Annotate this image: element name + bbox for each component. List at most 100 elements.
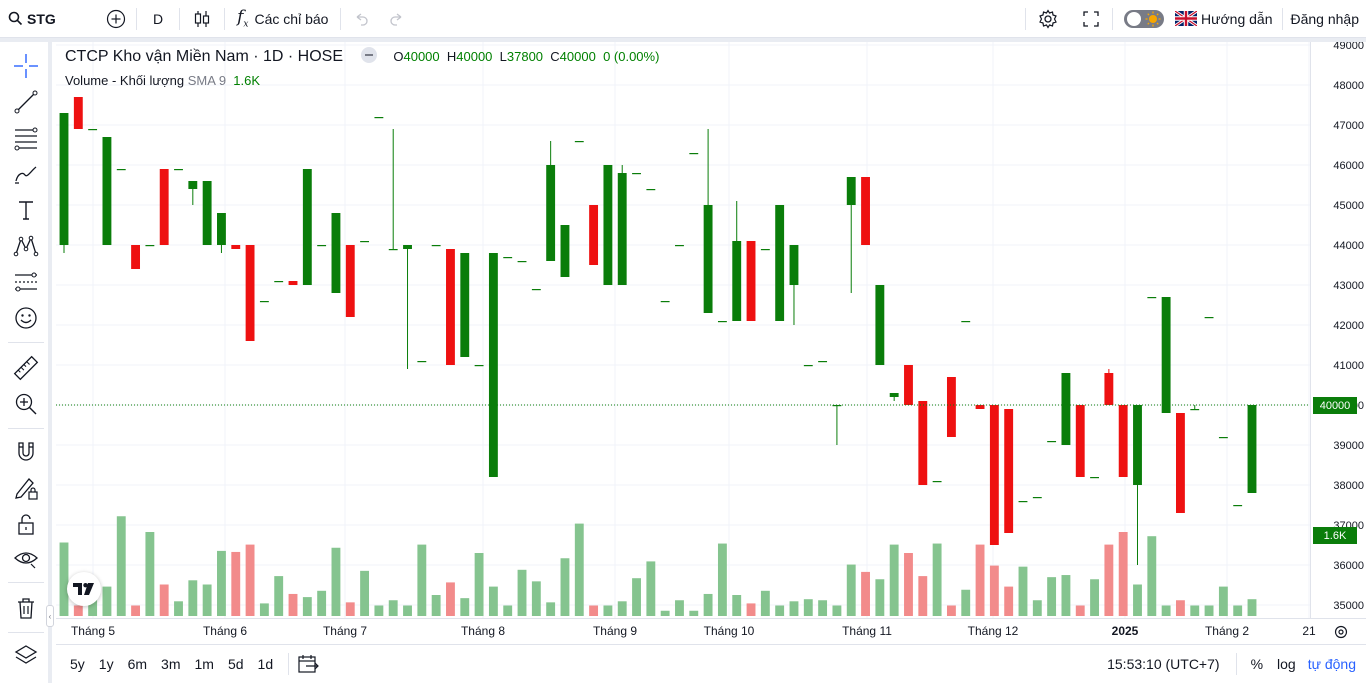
current-volume-label: 1.6K <box>1324 530 1347 542</box>
candle-body <box>231 245 241 249</box>
symbol-search-button[interactable]: STG <box>0 0 96 38</box>
candle-body <box>531 289 541 291</box>
interval-button[interactable]: D <box>137 0 179 38</box>
candle-body <box>1204 317 1214 319</box>
volume-value: 1.6K <box>233 73 261 88</box>
hide-drawings-button[interactable] <box>10 542 42 574</box>
axis-settings-icon[interactable] <box>1334 625 1348 639</box>
current-price-badge-bg <box>1313 397 1357 414</box>
pattern-tool-button[interactable] <box>10 230 42 262</box>
range-1d-button[interactable]: 1d <box>257 656 274 672</box>
sidebar-collapse-handle[interactable]: ‹ <box>46 605 54 627</box>
current-volume-badge-bg <box>1313 527 1357 544</box>
candle-body <box>1118 405 1128 477</box>
candle-body <box>961 321 971 323</box>
login-button[interactable]: Đăng nhập <box>1283 0 1366 38</box>
volume-sma: SMA 9 <box>187 73 227 88</box>
candle-body <box>259 301 269 303</box>
current-volume-badge: 1.6K <box>1313 527 1357 544</box>
range-1y-button[interactable]: 1y <box>98 656 114 672</box>
price-axis[interactable]: 49000 48000 47000 46000 45000 44000 43000 42000… <box>1310 40 1366 618</box>
trash-icon <box>18 598 34 619</box>
volume-bar <box>1104 544 1114 616</box>
volume-bar <box>302 597 312 616</box>
forecast-tool-button[interactable] <box>10 266 42 298</box>
range-3m-button[interactable]: 3m <box>161 656 181 672</box>
price-chart[interactable] <box>56 42 1310 618</box>
legend-collapse-icon[interactable] <box>361 47 378 64</box>
lock-all-button[interactable] <box>10 508 42 540</box>
candle-body <box>331 213 341 293</box>
candle-body <box>145 245 155 247</box>
bottombar-divider <box>1235 653 1237 675</box>
log-scale-button[interactable]: log <box>1277 656 1296 672</box>
toolbar-divider <box>1025 7 1026 30</box>
chart-pane[interactable] <box>56 42 1310 618</box>
goto-date-button[interactable] <box>297 654 319 674</box>
redo-button[interactable] <box>381 0 413 38</box>
layers-icon <box>14 645 38 664</box>
candle-body <box>603 165 613 285</box>
lock-drawing-button[interactable] <box>10 472 42 504</box>
candle-body <box>317 245 327 247</box>
fib-tool-button[interactable] <box>10 122 42 154</box>
candle-body <box>1133 405 1142 485</box>
pattern-icon <box>13 235 39 257</box>
candle-body <box>217 213 226 245</box>
volume-bar <box>546 602 556 616</box>
remove-drawings-button[interactable] <box>10 592 42 624</box>
volume-bar <box>846 564 856 616</box>
crosshair-tool-button[interactable] <box>10 50 42 82</box>
toolbar-divider <box>224 7 226 30</box>
chart-type-button[interactable] <box>180 0 224 38</box>
candle-body <box>1004 409 1014 533</box>
undo-button[interactable] <box>341 0 381 38</box>
tradingview-logo[interactable] <box>67 572 101 606</box>
sidebar-divider <box>8 428 44 429</box>
compare-add-button[interactable] <box>96 0 136 38</box>
volume-bar <box>589 605 599 616</box>
fullscreen-icon <box>1083 10 1099 27</box>
fullscreen-button[interactable] <box>1070 0 1112 38</box>
toolbar-divider <box>136 7 137 30</box>
percent-scale-button[interactable]: % <box>1250 656 1264 672</box>
interval-label: D <box>153 10 164 27</box>
time-axis[interactable]: Tháng 5 Tháng 6 Tháng 7 Tháng 8 Tháng 9 Tháng… <box>56 618 1366 644</box>
price-axis-scale[interactable]: 49000 48000 47000 46000 45000 44000 43000 42000… <box>1311 40 1366 618</box>
guide-button[interactable]: Hướng dẫn <box>1175 0 1276 38</box>
candle-body <box>59 113 69 245</box>
emoji-tool-button[interactable] <box>10 302 42 334</box>
volume-bar <box>818 600 828 616</box>
brush-tool-button[interactable] <box>10 158 42 190</box>
zoom-in-tool-button[interactable] <box>10 388 42 420</box>
magnet-tool-button[interactable] <box>10 436 42 468</box>
trend-line-tool-button[interactable] <box>10 86 42 118</box>
text-tool-button[interactable] <box>10 194 42 226</box>
current-price-label: 40000 <box>1320 400 1351 412</box>
time-axis-scale[interactable]: Tháng 5 Tháng 6 Tháng 7 Tháng 8 Tháng 9 Tháng… <box>56 619 1366 645</box>
candle-body <box>746 241 756 321</box>
pencil-lock-icon <box>15 478 38 500</box>
range-1m-button[interactable]: 1m <box>194 656 214 672</box>
candle-body <box>202 181 212 245</box>
volume-bar <box>517 569 527 616</box>
candle-body <box>116 169 126 171</box>
candle-body <box>403 245 412 249</box>
object-tree-button[interactable] <box>10 640 42 672</box>
settings-button[interactable] <box>1026 0 1070 38</box>
clock-timezone[interactable]: 15:53:10 (UTC+7) <box>1107 656 1220 672</box>
indicators-button[interactable]: fx Các chỉ báo <box>225 0 340 38</box>
measure-tool-button[interactable] <box>10 352 42 384</box>
range-6m-button[interactable]: 6m <box>127 656 148 672</box>
volume-bar <box>675 600 684 616</box>
range-5y-button[interactable]: 5y <box>70 656 85 672</box>
time-tick-label: 21 <box>1302 624 1316 638</box>
time-tick-label: Tháng 8 <box>461 624 505 638</box>
theme-toggle[interactable] <box>1113 0 1175 38</box>
range-5d-button[interactable]: 5d <box>227 656 244 672</box>
auto-scale-button[interactable]: tự động <box>1307 656 1356 672</box>
bottom-toolbar: 5y 1y 6m 3m 1m 5d 1d 15:53:10 (UTC+7) % … <box>56 644 1366 683</box>
volume-bar <box>388 600 398 616</box>
volume-bar <box>632 578 641 616</box>
series-legend: CTCP Kho vận Miền Nam · 1D · HOSE O40000… <box>65 47 659 66</box>
